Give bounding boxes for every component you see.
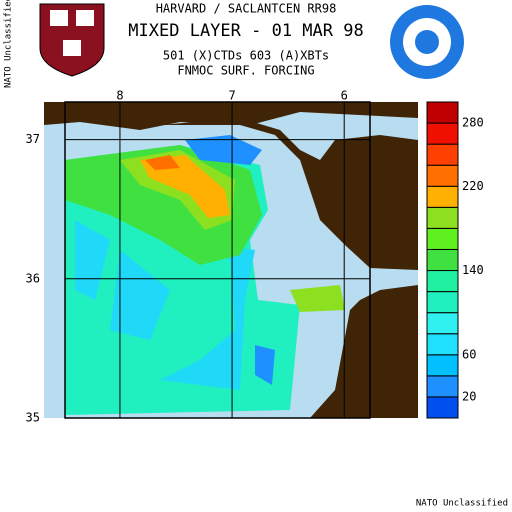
colorbar-bin	[426, 354, 459, 377]
colorbar-bin	[426, 333, 459, 356]
colorbar-label: 60	[462, 347, 476, 361]
colorbar-label: 220	[462, 179, 484, 193]
header-line: 501 (X)CTDs 603 (A)XBTs	[163, 49, 329, 63]
y-tick-label: 36	[26, 271, 40, 285]
header-line: FNMOC SURF. FORCING	[177, 64, 314, 78]
x-tick-label: 8	[116, 89, 123, 103]
header-title: MIXED LAYER - 01 MAR 98	[128, 21, 363, 41]
colorbar-bin	[426, 248, 459, 272]
colorbar-bin	[426, 164, 459, 187]
saclantcen-logo	[390, 5, 464, 79]
colorbar-label: 280	[462, 116, 484, 130]
header-line: HARVARD / SACLANTCEN RR98	[156, 2, 337, 16]
colorbar-bin	[426, 101, 459, 124]
colorbar-bin	[426, 206, 459, 229]
classification: NATO Unclassified	[4, 0, 14, 88]
classification: NATO Unclassified	[416, 499, 508, 509]
colorbar-bin	[426, 291, 459, 314]
colorbar-bin	[426, 270, 459, 293]
colorbar-bin	[426, 312, 459, 335]
harvard-logo	[39, 3, 105, 77]
x-tick-label: 7	[228, 89, 235, 103]
colorbar-bin	[426, 185, 459, 208]
y-tick-label: 35	[26, 411, 40, 425]
field	[44, 102, 418, 418]
colorbar-bin	[426, 227, 459, 250]
y-tick-label: 37	[26, 132, 40, 146]
colorbar-bin	[426, 375, 459, 398]
colorbar-bin	[426, 122, 459, 145]
colorbar-bin	[426, 396, 459, 419]
x-tick-label: 6	[341, 89, 348, 103]
colorbar-bin	[426, 143, 459, 166]
colorbar-label: 140	[462, 263, 484, 277]
colorbar-label: 20	[462, 389, 476, 403]
